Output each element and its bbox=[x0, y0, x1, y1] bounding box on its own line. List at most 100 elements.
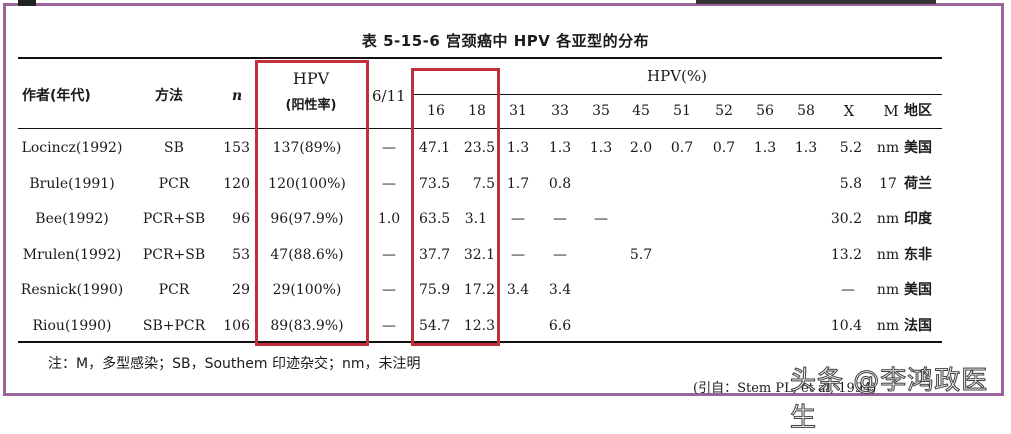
t16-cell: 75.9 bbox=[419, 282, 451, 298]
x-cell: 30.2 bbox=[830, 211, 862, 227]
header-type-x: X bbox=[843, 102, 855, 120]
header-type-52: 52 bbox=[715, 103, 733, 119]
header-type-m: M bbox=[883, 102, 899, 120]
method-cell: SB+PCR bbox=[142, 318, 206, 334]
m-cell: nm bbox=[876, 282, 900, 298]
n-cell: 120 bbox=[223, 176, 250, 192]
t33-cell: 0.8 bbox=[548, 176, 572, 192]
table-title: 表 5-15-6 宫颈癌中 HPV 各亚型的分布 bbox=[361, 32, 650, 50]
m-cell: 17 bbox=[879, 176, 897, 192]
header-type-56: 56 bbox=[756, 103, 774, 119]
n-cell: 153 bbox=[223, 140, 250, 156]
t16-cell: 47.1 bbox=[419, 140, 451, 156]
x-cell: — bbox=[841, 282, 855, 298]
method-cell: PCR+SB bbox=[142, 211, 206, 227]
hpv-subheader-rule bbox=[414, 94, 942, 95]
t33-cell: 3.4 bbox=[548, 282, 572, 298]
author-cell: Bee(1992) bbox=[35, 211, 109, 227]
t33-cell: — bbox=[553, 247, 567, 263]
hpv-16-18-highlight bbox=[411, 68, 500, 346]
n-cell: 106 bbox=[223, 318, 250, 334]
x-cell: 5.2 bbox=[839, 140, 862, 156]
t56-cell: 1.3 bbox=[753, 140, 777, 156]
m-cell: nm bbox=[876, 318, 900, 334]
table-bottom-rule bbox=[18, 341, 942, 343]
t31-cell: — bbox=[511, 211, 525, 227]
hpv-cell: 89(83.9%) bbox=[270, 318, 344, 334]
n-cell: 53 bbox=[232, 247, 250, 263]
header-region: 地区 bbox=[904, 103, 932, 119]
page-header-text-clip bbox=[696, 0, 936, 4]
t18-cell: 12.3 bbox=[463, 318, 495, 334]
header-type-35: 35 bbox=[592, 103, 610, 119]
t18-cell: 23.5 bbox=[463, 140, 495, 156]
t33-cell: — bbox=[553, 211, 567, 227]
t18-cell: 3.1 bbox=[464, 211, 487, 227]
header-hpv-percent: HPV(%) bbox=[647, 67, 707, 85]
t33-cell: 6.6 bbox=[548, 318, 572, 334]
m-cell: nm bbox=[876, 247, 900, 263]
header-hpv-positive-rate: (阳性率) bbox=[285, 98, 337, 113]
header-author: 作者(年代) bbox=[22, 88, 91, 104]
x-cell: 13.2 bbox=[830, 247, 862, 263]
header-hpv: HPV bbox=[292, 69, 330, 88]
t33-cell: 1.3 bbox=[548, 140, 572, 156]
header-n: n bbox=[232, 88, 243, 104]
region-cell: 东非 bbox=[904, 247, 932, 263]
t31-cell: 1.3 bbox=[506, 140, 530, 156]
header-type-58: 58 bbox=[797, 103, 815, 119]
n-cell: 96 bbox=[232, 211, 250, 227]
t51-cell: 0.7 bbox=[670, 140, 694, 156]
t35-cell: 1.3 bbox=[589, 140, 613, 156]
image-frame bbox=[3, 3, 1004, 396]
region-cell: 法国 bbox=[904, 318, 932, 334]
hpv-cell: 137(89%) bbox=[272, 140, 342, 156]
header-type-6-11: 6/11 bbox=[372, 87, 406, 105]
type611-cell: — bbox=[382, 282, 396, 298]
author-cell: Mrulen(1992) bbox=[22, 247, 122, 263]
author-cell: Brule(1991) bbox=[29, 176, 115, 192]
m-cell: nm bbox=[876, 140, 900, 156]
watermark: 头条 @李鸿政医生 bbox=[790, 366, 989, 434]
method-cell: PCR bbox=[158, 282, 190, 298]
t16-cell: 63.5 bbox=[419, 211, 451, 227]
m-cell: nm bbox=[876, 211, 900, 227]
type611-cell: 1.0 bbox=[377, 211, 401, 227]
t31-cell: 3.4 bbox=[506, 282, 530, 298]
header-bottom-rule bbox=[18, 128, 942, 129]
header-type-31: 31 bbox=[509, 103, 527, 119]
hpv-cell: 96(97.9%) bbox=[270, 211, 344, 227]
t18-cell: 32.1 bbox=[463, 247, 495, 263]
t45-cell: 2.0 bbox=[629, 140, 653, 156]
citation: (引自：Stem PL, et al, 1994) bbox=[693, 381, 877, 396]
method-cell: SB bbox=[164, 140, 184, 156]
t18-cell: 7.5 bbox=[472, 176, 495, 192]
header-type-18: 18 bbox=[468, 103, 486, 119]
header-type-33: 33 bbox=[551, 103, 569, 119]
hpv-cell: 47(88.6%) bbox=[270, 247, 344, 263]
table-top-rule bbox=[18, 57, 942, 59]
header-type-51: 51 bbox=[673, 103, 691, 119]
method-cell: PCR bbox=[158, 176, 190, 192]
t58-cell: 1.3 bbox=[794, 140, 818, 156]
author-cell: Locincz(1992) bbox=[21, 140, 123, 156]
type611-cell: — bbox=[382, 318, 396, 334]
header-type-16: 16 bbox=[427, 103, 445, 119]
type611-cell: — bbox=[382, 140, 396, 156]
page-header-mark bbox=[18, 0, 36, 6]
header-type-45: 45 bbox=[632, 103, 650, 119]
x-cell: 10.4 bbox=[830, 318, 862, 334]
method-cell: PCR+SB bbox=[142, 247, 206, 263]
header-method: 方法 bbox=[155, 88, 183, 104]
n-cell: 29 bbox=[232, 282, 250, 298]
region-cell: 美国 bbox=[904, 140, 932, 156]
t18-cell: 17.2 bbox=[463, 282, 495, 298]
hpv-positive-rate-highlight bbox=[255, 60, 369, 346]
type611-cell: — bbox=[382, 247, 396, 263]
author-cell: Riou(1990) bbox=[32, 318, 112, 334]
table-footnote: 注：M，多型感染；SB，Southem 印迹杂交；nm，未注明 bbox=[48, 356, 421, 372]
t16-cell: 54.7 bbox=[419, 318, 451, 334]
t16-cell: 73.5 bbox=[419, 176, 451, 192]
author-cell: Resnick(1990) bbox=[20, 282, 124, 298]
t45-cell: 5.7 bbox=[629, 247, 653, 263]
